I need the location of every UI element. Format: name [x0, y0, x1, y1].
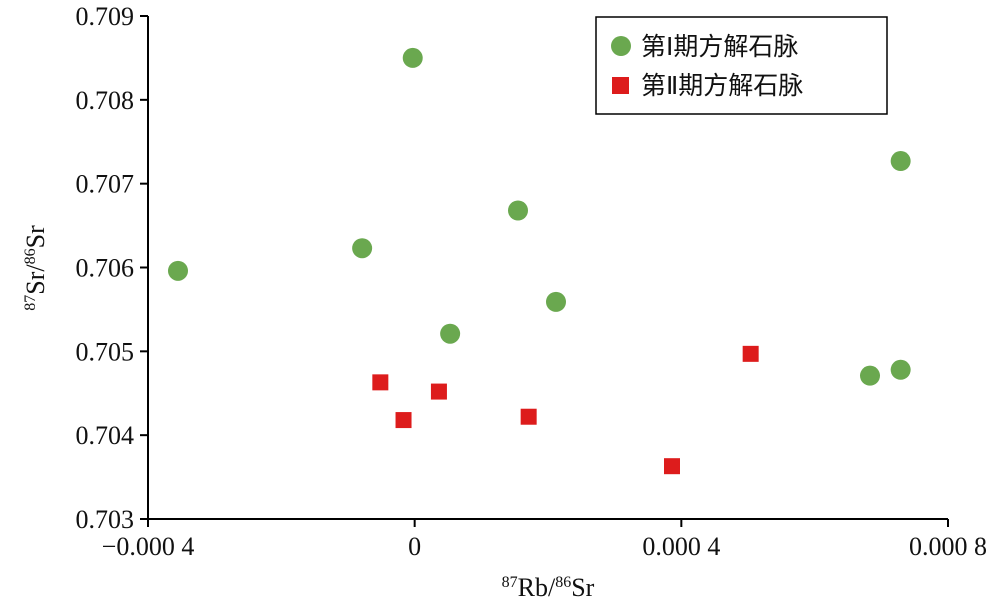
x-tick-label: 0: [408, 532, 421, 561]
data-point-series-2: [664, 458, 680, 475]
data-point-series-2: [372, 374, 389, 391]
y-tick-label: 0.707: [76, 170, 135, 199]
data-point-series-2: [395, 412, 412, 429]
x-axis-title: 87Rb/86Sr: [502, 573, 595, 602]
y-tick-label: 0.706: [76, 254, 135, 283]
x-tick-label: 0.000 4: [642, 532, 720, 561]
data-point-series-1: [168, 260, 188, 281]
x-tick-label: 0.000 8: [909, 532, 987, 561]
legend-marker-series-1: [611, 36, 631, 56]
data-point-series-1: [402, 47, 423, 68]
x-axis-ticks: −0.000 4 0 0.000 4 0.000 8: [102, 519, 987, 561]
legend-label-series-1: 第Ⅰ期方解石脉: [641, 32, 798, 61]
data-point-series-1: [890, 151, 911, 172]
data-point-series-1: [352, 238, 373, 259]
data-point-series-1: [890, 359, 911, 380]
y-axis-title: 87Sr/86Sr: [21, 225, 50, 311]
x-tick-label: −0.000 4: [102, 532, 195, 561]
data-point-series-2: [520, 408, 537, 425]
data-points: [168, 47, 911, 475]
legend-box: [595, 16, 888, 115]
data-point-series-1: [508, 200, 528, 221]
data-point-series-1: [440, 323, 461, 344]
legend-label-series-2: 第Ⅱ期方解石脉: [641, 71, 803, 100]
y-tick-label: 0.705: [76, 337, 135, 366]
y-tick-label: 0.704: [76, 421, 135, 450]
legend: 第Ⅰ期方解石脉 第Ⅱ期方解石脉: [595, 16, 888, 115]
data-point-series-2: [742, 345, 759, 362]
legend-marker-series-2: [612, 77, 629, 94]
y-axis-ticks: 0.703 0.704 0.705 0.706 0.707 0.708 0.709: [76, 2, 148, 534]
y-tick-label: 0.709: [76, 2, 135, 31]
y-tick-label: 0.703: [76, 505, 135, 534]
data-point-series-2: [430, 383, 447, 400]
y-tick-label: 0.708: [76, 86, 135, 115]
data-point-series-1: [546, 291, 566, 312]
data-point-series-1: [860, 365, 880, 386]
